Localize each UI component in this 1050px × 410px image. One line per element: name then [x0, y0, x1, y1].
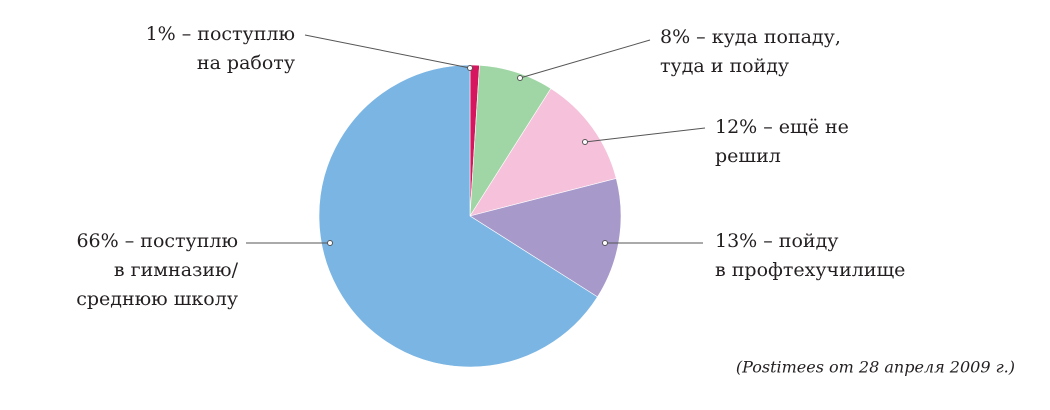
slice-label: решил — [715, 145, 781, 167]
pie-slice — [318, 64, 598, 368]
slice-label: туда и пойду — [660, 55, 789, 77]
leader-dot — [582, 139, 588, 145]
leader-dot — [602, 240, 608, 246]
slice-label: 12% – ещё не — [715, 116, 849, 138]
slice-label: 13% – пойду — [715, 230, 838, 252]
slice-label: 66% – поступлю — [76, 230, 238, 252]
slice-label: 1% – поступлю — [146, 23, 295, 45]
slice-label: на работу — [197, 52, 295, 74]
pie-slice — [469, 178, 622, 298]
pie-slice — [469, 88, 617, 217]
leader-dot — [327, 240, 333, 246]
source-note: (Postimees от 28 апреля 2009 г.) — [736, 358, 1015, 377]
leader-dot — [517, 75, 523, 81]
slice-label: в гимназию/ — [114, 259, 239, 281]
leader-line — [584, 127, 706, 143]
leader-line — [304, 34, 471, 69]
slice-label: 8% – куда попаду, — [660, 26, 841, 48]
slice-label: среднюю школу — [76, 288, 238, 310]
slice-label: в профтехучилище — [715, 259, 905, 281]
leader-line — [519, 39, 651, 79]
leader-dot — [467, 65, 473, 71]
